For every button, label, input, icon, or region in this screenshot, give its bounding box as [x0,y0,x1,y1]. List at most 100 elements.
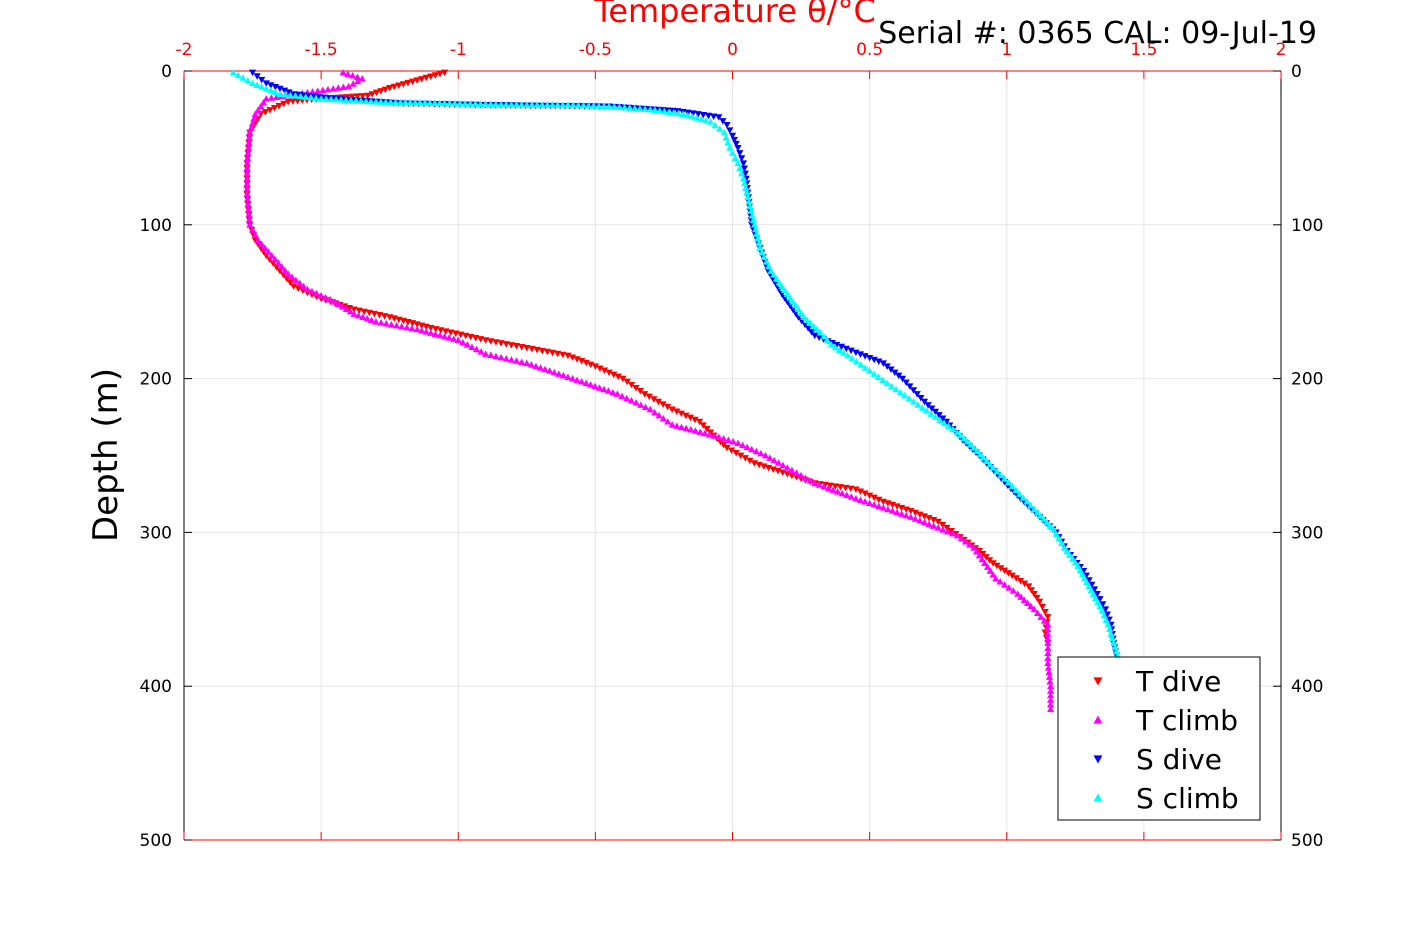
data-point [284,270,292,277]
data-point [1110,639,1118,647]
data-point [254,106,262,114]
data-point [272,264,281,271]
data-point [615,103,623,111]
legend-label: S dive [1136,743,1222,776]
data-point [245,216,253,223]
chart-subtitle: Serial #: 0365 CAL: 09-Jul-19 [878,16,1317,51]
x-tick-label: -1.5 [305,40,338,60]
legend-label: S climb [1136,782,1239,815]
data-point [421,99,429,106]
data-point [907,513,915,520]
data-point [1045,673,1054,680]
data-point [1025,583,1033,590]
data-point [568,375,577,382]
data-point [380,313,389,320]
data-point [1044,639,1052,647]
data-point [898,375,907,383]
data-point [243,159,251,167]
data-point [664,418,672,425]
data-point [591,382,599,390]
data-point [820,332,828,340]
x-tick-label: -1 [450,40,467,60]
data-point [931,408,940,416]
data-point [1071,558,1079,566]
data-point [1014,590,1022,597]
data-point [278,263,286,270]
data-point [538,101,546,108]
data-point [973,447,981,455]
data-point [623,378,631,386]
data-point [989,560,997,567]
data-point [677,423,686,431]
data-point [781,286,789,294]
data-point [243,185,251,192]
data-point [744,193,752,200]
data-point [418,326,426,334]
data-point [1058,539,1066,547]
y-tick-label-right: 200 [1291,370,1323,390]
data-point [262,85,270,92]
data-point [245,134,253,141]
data-point [1036,598,1044,606]
data-point [243,175,251,182]
data-point [989,571,997,578]
data-point [861,490,869,498]
data-point [866,492,874,500]
data-point [291,92,300,99]
data-point [403,323,411,331]
data-point [342,305,350,312]
data-point [569,101,577,108]
data-point [891,369,899,377]
data-point [1066,551,1074,559]
data-point [729,438,737,445]
data-point [989,464,997,471]
data-point [660,107,668,115]
data-point [396,98,405,106]
data-point [587,361,595,369]
data-point [857,361,865,368]
data-point [1030,605,1038,613]
data-point [502,100,510,108]
data-point [579,101,587,109]
data-point [879,504,887,511]
data-point [451,99,459,107]
data-point [742,184,750,191]
data-point [387,320,396,328]
data-point [963,438,971,445]
data-point [329,85,337,92]
data-point [986,460,994,468]
data-point [1012,575,1020,582]
data-point [372,318,380,325]
data-point [1004,478,1012,486]
data-point [938,521,947,529]
data-point [726,144,734,151]
data-point [1112,647,1121,655]
data-point [920,513,929,520]
data-point [728,132,737,140]
data-point [934,518,942,526]
data-point [732,450,740,457]
data-point [893,508,901,516]
data-point [831,483,839,490]
x-tick-label: 2 [1276,40,1287,60]
data-point [319,86,327,94]
data-point [732,140,740,148]
data-point [604,387,613,394]
data-point [852,358,861,365]
y-tick-label-left: 500 [140,831,172,851]
x-tick-label: 1.5 [1130,40,1157,60]
data-point [935,412,943,419]
data-point [467,333,475,341]
data-point [966,441,975,448]
data-point [337,96,345,103]
data-point [996,578,1004,585]
data-point [248,69,257,77]
data-point [674,109,683,117]
data-point [276,85,284,93]
data-point [285,89,293,96]
y-tick-label-right: 100 [1291,216,1323,236]
data-point [673,408,681,416]
data-point [382,98,390,105]
data-point [852,349,860,357]
